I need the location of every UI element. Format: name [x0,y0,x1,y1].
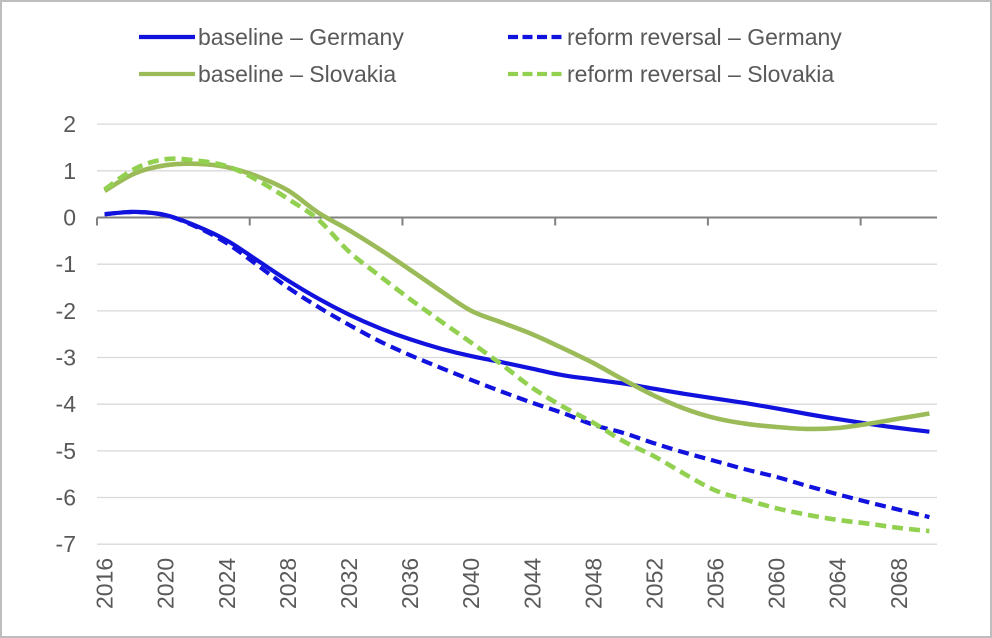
y-axis-label: -2 [56,298,76,324]
y-axis-label: -6 [56,485,76,511]
legend-label: reform reversal – Slovakia [567,60,835,87]
x-axis-label: 2020 [153,558,179,609]
legend-item-reform-reversal-germany: reform reversal – Germany [508,24,842,50]
series-line-reform-reversal-slovakia [103,156,930,534]
x-axis-label: 2032 [336,558,362,609]
chart-legend: baseline – Germany reform reversal – Ger… [2,2,990,102]
x-axis-label: 2052 [641,558,667,609]
x-axis-labels: 2016 2020 2024 2028 2032 2036 2040 2044 2048 2052… [92,558,912,609]
legend-line-sample-solid-blue [139,34,195,40]
series-line-reform-reversal-germany [104,209,930,520]
x-axis-label: 2056 [703,558,729,609]
x-axis-label: 2040 [458,558,484,609]
series-line-baseline-slovakia [103,161,930,432]
legend-label: baseline – Slovakia [198,60,397,87]
gridlines [97,123,937,545]
x-axis-label: 2068 [886,558,912,609]
x-axis-label: 2016 [92,558,118,609]
x-axis-label: 2024 [214,558,240,609]
x-axis-label: 2064 [825,558,851,609]
series-line-baseline-germany [104,209,930,434]
legend-item-baseline-germany: baseline – Germany [139,24,404,50]
x-axis-zero-line [96,216,937,226]
y-axis-label: -4 [56,391,77,417]
x-axis-label: 2028 [275,558,301,609]
y-axis-labels: 2 1 0 -1 -2 -3 -4 -5 -6 -7 [56,111,77,557]
y-axis-label: -1 [56,251,76,277]
legend-item-baseline-slovakia: baseline – Slovakia [139,61,396,87]
legend-line-sample-dashed-green [508,71,564,77]
x-axis-label: 2036 [397,558,423,609]
legend-item-reform-reversal-slovakia: reform reversal – Slovakia [508,61,834,87]
y-axis-label: -3 [56,345,76,371]
x-axis-label: 2048 [580,558,606,609]
y-axis-label: -5 [56,438,76,464]
y-axis-label: 1 [63,158,76,184]
x-axis-label: 2044 [519,558,545,609]
legend-label: baseline – Germany [198,23,404,50]
legend-label: reform reversal – Germany [567,23,842,50]
x-axis-label: 2060 [764,558,790,609]
y-axis-label: -7 [56,531,76,557]
legend-line-sample-dashed-blue [508,34,564,40]
y-axis-label: 2 [63,111,76,137]
y-axis-label: 0 [63,205,76,231]
legend-line-sample-solid-green [139,71,195,77]
series-lines [103,156,930,534]
